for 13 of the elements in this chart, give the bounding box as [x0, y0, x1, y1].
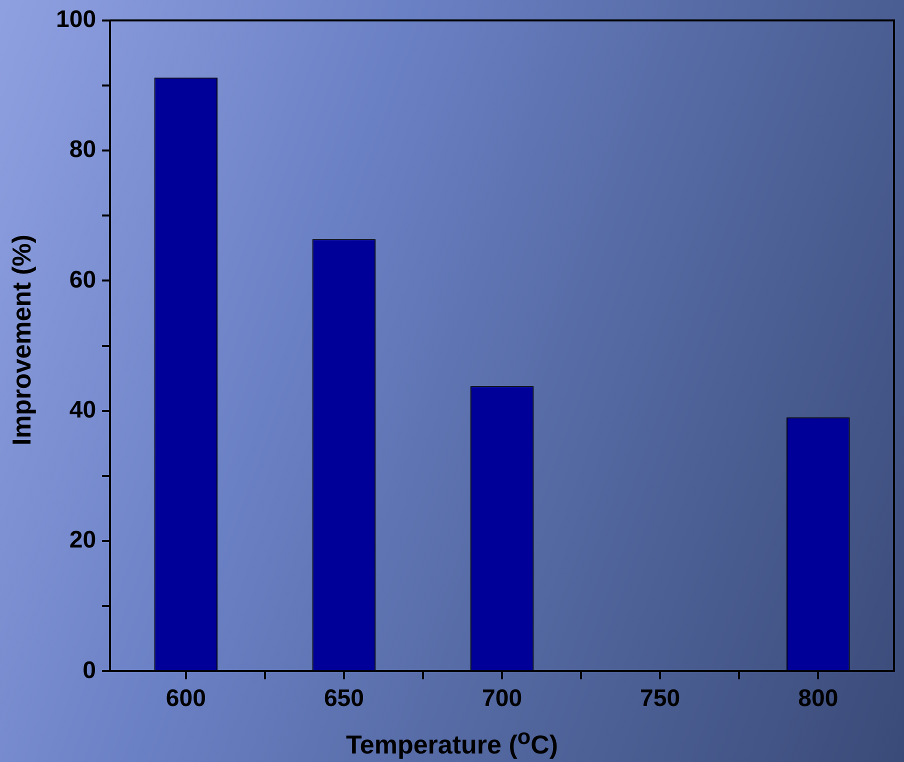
y-axis-title: Improvement (%) — [6, 234, 38, 446]
x-tick-label: 750 — [640, 685, 680, 712]
y-tick-label: 40 — [69, 396, 96, 424]
x-tick-label: 800 — [798, 685, 838, 712]
y-tick-label: 80 — [69, 136, 96, 164]
x-tick-label: 600 — [166, 685, 206, 712]
y-tick-label: 20 — [69, 526, 96, 554]
x-axis-title: Temperature ($^{o}$C) — [344, 724, 560, 761]
x-tick-label: 700 — [482, 685, 522, 712]
y-tick-label: 60 — [69, 266, 96, 294]
y-tick-label: 0 — [82, 656, 96, 684]
y-tick-label: 100 — [56, 6, 96, 34]
x-tick-label: 650 — [324, 685, 364, 712]
